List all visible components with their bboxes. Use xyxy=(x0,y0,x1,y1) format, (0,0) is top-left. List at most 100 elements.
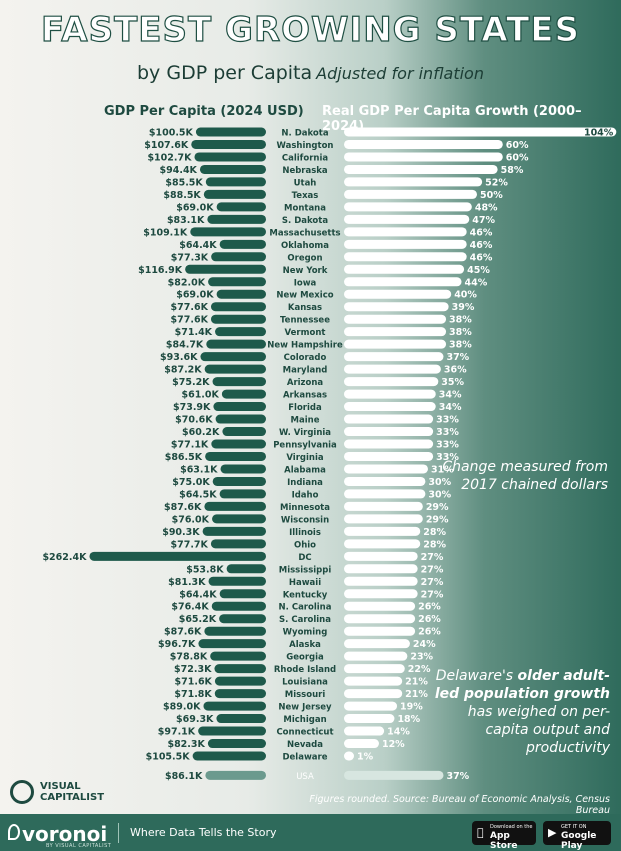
growth-bar xyxy=(344,689,403,699)
growth-bar xyxy=(344,701,398,711)
source-note: Figures rounded. Source: Bureau of Econo… xyxy=(309,794,610,816)
growth-value-label: 26% xyxy=(418,627,441,638)
gdp-value-label: $69.0K xyxy=(176,202,214,213)
gdp-value-label: $64.5K xyxy=(179,489,217,500)
state-label: Georgia xyxy=(286,653,324,663)
gdp-bar xyxy=(198,639,266,649)
gdp-value-label: $77.6K xyxy=(171,315,209,326)
growth-value-label: 33% xyxy=(436,440,459,451)
growth-bar xyxy=(344,239,467,249)
growth-bar xyxy=(344,614,416,624)
gdp-bar xyxy=(210,651,266,661)
gdp-bar xyxy=(216,202,266,212)
growth-value-label: 46% xyxy=(470,240,493,251)
logo-text: VISUAL CAPITALIST xyxy=(40,781,104,803)
voronoi-logo-icon xyxy=(8,824,20,840)
gdp-bar xyxy=(210,302,266,312)
growth-value-label: 26% xyxy=(418,602,441,613)
state-label: Washington xyxy=(277,141,334,151)
growth-value-label: 12% xyxy=(382,739,405,750)
voronoi-brand[interactable]: voronoi xyxy=(22,822,108,846)
growth-bar xyxy=(344,364,441,374)
state-label: Alaska xyxy=(289,640,321,650)
gdp-bar xyxy=(203,701,266,711)
gdp-value-label: $63.1K xyxy=(180,464,218,475)
gdp-bar xyxy=(191,139,266,149)
gdp-bar xyxy=(211,601,266,611)
gdp-value-label: $89.0K xyxy=(163,702,201,713)
gdp-bar xyxy=(207,739,266,749)
gdp-value-label: $87.2K xyxy=(164,365,202,376)
growth-value-label: 34% xyxy=(439,390,462,401)
gdp-value-label: $71.8K xyxy=(174,689,212,700)
state-label: Mississippi xyxy=(279,565,332,575)
growth-value-label: 19% xyxy=(400,702,423,713)
state-label: S. Dakota xyxy=(282,216,328,226)
gdp-bar xyxy=(195,127,266,137)
growth-bar xyxy=(344,139,503,149)
gdp-bar xyxy=(216,714,266,724)
growth-value-label: 45% xyxy=(467,265,490,276)
state-label: Texas xyxy=(292,191,319,201)
growth-bar xyxy=(344,189,477,199)
delaware-note-pre: Delaware's xyxy=(435,668,514,684)
state-label: Delaware xyxy=(282,753,327,763)
gdp-value-label: $76.0K xyxy=(172,514,210,525)
state-label: New Hampshire xyxy=(267,341,343,351)
gdp-value-label: $81.3K xyxy=(168,577,206,588)
gdp-bar xyxy=(199,164,266,174)
state-label: Connecticut xyxy=(276,728,333,738)
growth-value-label: 31% xyxy=(431,464,454,475)
growth-bar xyxy=(344,152,503,162)
growth-value-label: 46% xyxy=(470,227,493,238)
visual-capitalist-logo: VISUAL CAPITALIST xyxy=(10,778,140,808)
growth-bar xyxy=(344,252,467,262)
state-label: Hawaii xyxy=(289,578,321,588)
growth-bar xyxy=(344,564,418,574)
gdp-value-label: $75.0K xyxy=(172,477,210,488)
gdp-value-label: $72.3K xyxy=(174,664,212,675)
state-label: Illinois xyxy=(289,528,321,538)
gdp-value-label: $77.1K xyxy=(171,440,209,451)
gdp-value-label: $86.5K xyxy=(165,452,203,463)
growth-bar xyxy=(344,514,423,524)
google-play-button[interactable]: ▶ GET IT ON Google Play xyxy=(543,821,611,851)
subtitle-note: Adjusted for inflation xyxy=(316,64,484,83)
growth-bar xyxy=(344,539,421,549)
gdp-bar xyxy=(212,476,266,486)
growth-value-label: 24% xyxy=(413,639,436,650)
growth-value-label: 27% xyxy=(421,552,444,563)
gdp-bar xyxy=(210,539,266,549)
state-label: Nevada xyxy=(287,740,323,750)
growth-value-label: 14% xyxy=(387,727,410,738)
gdp-bar xyxy=(222,427,266,437)
growth-bar xyxy=(344,476,426,486)
growth-value-label: 29% xyxy=(426,514,449,525)
state-label: N. Dakota xyxy=(281,129,328,139)
state-label: Tennessee xyxy=(280,316,330,326)
gdp-bar xyxy=(219,489,266,499)
growth-value-label: 50% xyxy=(480,190,503,201)
state-label: Arizona xyxy=(287,378,324,388)
growth-value-label: 18% xyxy=(397,714,420,725)
growth-bar xyxy=(344,639,410,649)
gdp-value-label: $73.9K xyxy=(173,402,211,413)
growth-bar xyxy=(344,277,462,287)
app-store-button[interactable]:  Download on the App Store xyxy=(472,821,536,851)
state-label: Wyoming xyxy=(283,628,328,638)
gdp-value-label: $116.9K xyxy=(138,265,183,276)
growth-value-label: 33% xyxy=(436,452,459,463)
gdp-value-label: $262.4K xyxy=(42,552,87,563)
growth-value-label: 48% xyxy=(475,202,498,213)
gdp-bar xyxy=(200,352,266,362)
gdp-value-label: $64.4K xyxy=(179,240,217,251)
growth-bar xyxy=(344,377,439,387)
state-label: N. Carolina xyxy=(279,603,332,613)
growth-value-label: 21% xyxy=(405,689,428,700)
growth-bar xyxy=(344,302,449,312)
growth-value-label: 30% xyxy=(428,489,451,500)
growth-value-label: 33% xyxy=(436,427,459,438)
growth-value-label: 40% xyxy=(454,290,477,301)
